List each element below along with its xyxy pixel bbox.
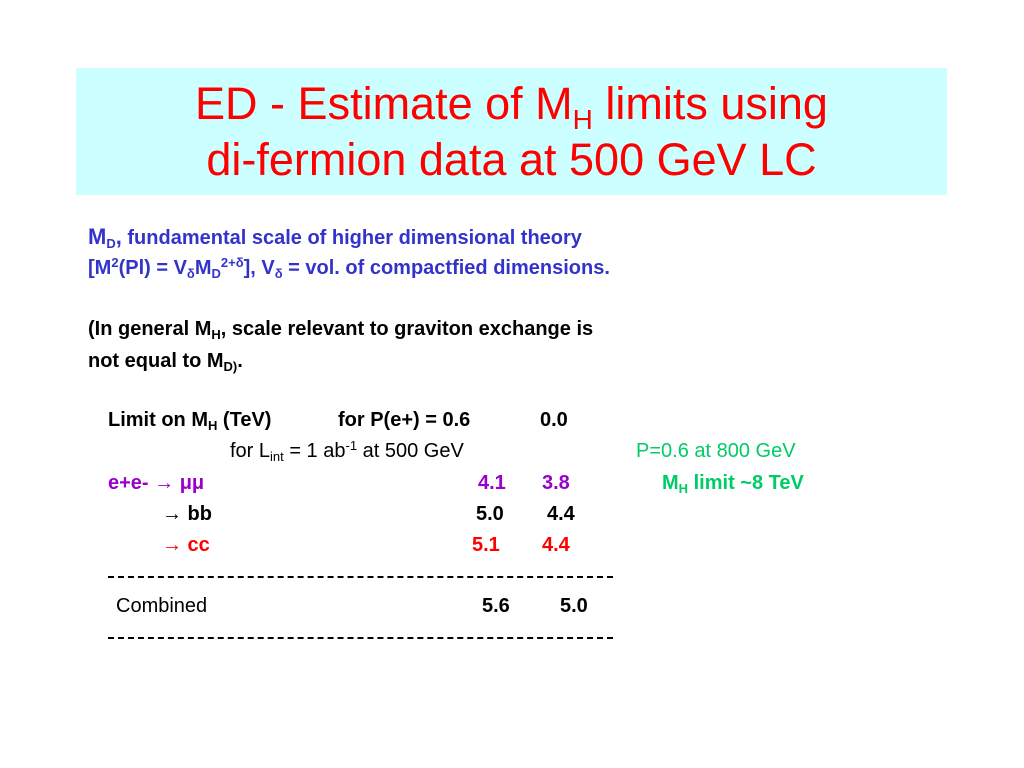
title-subscript: H xyxy=(572,104,593,135)
md-text: fundamental scale of higher dimensional … xyxy=(121,227,582,249)
row-bb-label: → bb xyxy=(162,503,212,525)
side-note-line-1: P=0.6 at 800 GeV xyxy=(636,440,796,462)
side-note-sub: H xyxy=(678,481,689,496)
title-line-1: ED - Estimate of MH limits using xyxy=(76,76,947,135)
note-text: , scale relevant to graviton exchange is xyxy=(220,318,594,340)
md-formula: [M2(Pl) = VδMD2+δ], Vδ = vol. of compact… xyxy=(88,255,610,281)
divider-bottom xyxy=(108,637,613,639)
row-bb-v2: 4.4 xyxy=(547,503,575,525)
row-mumu-v1: 4.1 xyxy=(478,472,506,494)
title-text: limits using xyxy=(592,78,828,129)
row-cc-v2: 4.4 xyxy=(542,534,570,556)
note-text: . xyxy=(237,350,243,372)
header-col2: 0.0 xyxy=(540,409,568,431)
lumi-text: for L xyxy=(230,440,271,462)
formula-sub: δ xyxy=(274,266,283,281)
lumi-text: at 500 GeV xyxy=(357,440,464,462)
formula-sub: δ xyxy=(186,266,195,281)
formula-part: ], V xyxy=(243,257,275,279)
title-text: ED - Estimate of M xyxy=(195,78,573,129)
md-definition: MD, fundamental scale of higher dimensio… xyxy=(88,224,582,250)
lumi-text: = 1 ab xyxy=(283,440,346,462)
row-bb-v1: 5.0 xyxy=(476,503,504,525)
slide-title: ED - Estimate of MH limits using di-ferm… xyxy=(76,68,947,195)
header-unit: (TeV) xyxy=(217,409,272,431)
formula-sup: 2 xyxy=(111,255,119,270)
note-text: not equal to M xyxy=(88,350,224,372)
row-mumu-label: e+e- → μμ xyxy=(108,472,205,494)
formula-part: = vol. of compactfied dimensions. xyxy=(282,257,610,279)
md-comma: , xyxy=(115,224,122,249)
formula-sub: D xyxy=(211,266,221,281)
row-cc-label: → cc xyxy=(162,534,210,556)
lumi-sup: -1 xyxy=(345,438,358,453)
md-subscript: D xyxy=(106,236,116,251)
note-line-1: (In general MH, scale relevant to gravit… xyxy=(88,318,593,341)
header-text: Limit on M xyxy=(108,409,208,431)
combined-v1: 5.6 xyxy=(482,595,510,617)
note-text: (In general M xyxy=(88,318,212,340)
formula-part: M xyxy=(194,257,212,279)
luminosity-line: for Lint = 1 ab-1 at 500 GeV xyxy=(230,438,464,464)
title-line-2: di-fermion data at 500 GeV LC xyxy=(206,134,817,185)
header-sub: H xyxy=(207,418,218,433)
side-note-line-2: MH limit ~8 TeV xyxy=(662,472,804,495)
note-line-2: not equal to MD). xyxy=(88,350,243,373)
md-symbol: M xyxy=(88,224,107,249)
formula-part: (Pl) = V xyxy=(118,257,187,279)
side-note-text: limit ~8 TeV xyxy=(688,472,804,494)
note-sub: D) xyxy=(223,359,238,374)
note-sub: H xyxy=(211,327,221,342)
table-header: Limit on MH (TeV) xyxy=(108,409,271,432)
formula-sup: 2+δ xyxy=(220,255,244,270)
divider-top xyxy=(108,576,613,578)
formula-part: [M xyxy=(88,257,112,279)
row-mumu-v2: 3.8 xyxy=(542,472,570,494)
header-polarization: for P(e+) = 0.6 xyxy=(338,409,471,431)
side-note-text: M xyxy=(662,472,679,494)
row-cc-v1: 5.1 xyxy=(472,534,500,556)
combined-v2: 5.0 xyxy=(560,595,588,617)
combined-label: Combined xyxy=(116,595,208,617)
lumi-sub: int xyxy=(270,449,284,464)
